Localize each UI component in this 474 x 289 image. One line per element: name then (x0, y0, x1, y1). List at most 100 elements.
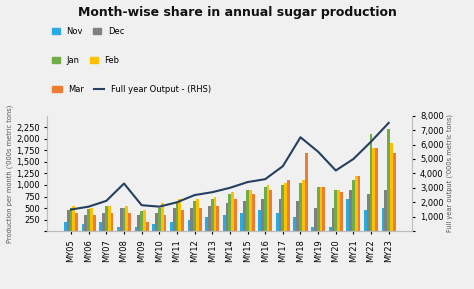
Full year Output - (RHS) (103, 199, 109, 203)
Full year Output - (RHS) (368, 140, 374, 143)
Bar (188, 220, 191, 231)
Bar (355, 176, 358, 231)
Bar (358, 176, 361, 231)
Bar (299, 183, 302, 231)
Bar (84, 215, 87, 231)
Bar (214, 197, 217, 231)
Full year Output - (RHS) (121, 182, 127, 185)
Bar (269, 190, 272, 231)
Full year Output - (RHS) (245, 180, 250, 184)
Bar (191, 208, 193, 231)
Bar (226, 203, 228, 231)
Bar (199, 208, 201, 231)
Line: Full year Output - (RHS): Full year Output - (RHS) (71, 123, 389, 210)
Full year Output - (RHS) (68, 208, 74, 211)
Bar (217, 206, 219, 231)
Bar (319, 187, 322, 231)
Bar (317, 187, 319, 231)
Text: Month-wise share in annual sugar production: Month-wise share in annual sugar product… (78, 6, 396, 19)
Bar (387, 129, 390, 231)
Bar (161, 203, 164, 231)
Bar (287, 180, 290, 231)
Bar (158, 208, 161, 231)
Bar (249, 190, 252, 231)
Bar (123, 208, 126, 231)
Full year Output - (RHS) (351, 157, 356, 161)
Bar (102, 213, 105, 231)
Bar (240, 213, 243, 231)
Full year Output - (RHS) (333, 169, 338, 172)
Y-axis label: Production per month ('000s metric tons): Production per month ('000s metric tons) (7, 104, 13, 242)
Bar (110, 213, 113, 231)
Full year Output - (RHS) (86, 205, 91, 208)
Full year Output - (RHS) (156, 205, 162, 208)
Bar (117, 227, 120, 231)
Full year Output - (RHS) (386, 121, 392, 125)
Bar (67, 210, 70, 231)
Bar (258, 210, 261, 231)
Bar (331, 208, 334, 231)
Bar (140, 211, 143, 231)
Bar (282, 185, 284, 231)
Full year Output - (RHS) (262, 177, 268, 181)
Bar (266, 185, 269, 231)
Bar (382, 208, 384, 231)
Bar (364, 210, 367, 231)
Y-axis label: Full year output ('000s metric tons): Full year output ('000s metric tons) (447, 114, 453, 232)
Bar (261, 199, 264, 231)
Bar (370, 134, 373, 231)
Bar (305, 153, 308, 231)
Bar (373, 148, 375, 231)
Bar (223, 215, 226, 231)
Bar (314, 208, 317, 231)
Bar (193, 201, 196, 231)
Bar (90, 208, 93, 231)
Bar (196, 199, 199, 231)
Legend: Jan, Feb: Jan, Feb (52, 56, 119, 65)
Bar (155, 213, 158, 231)
Bar (73, 206, 75, 231)
Full year Output - (RHS) (298, 136, 303, 139)
Bar (329, 227, 331, 231)
Bar (346, 199, 349, 231)
Bar (152, 224, 155, 231)
Bar (246, 190, 249, 231)
Bar (349, 190, 352, 231)
Bar (367, 194, 370, 231)
Bar (175, 203, 178, 231)
Bar (243, 201, 246, 231)
Bar (337, 190, 340, 231)
Bar (87, 209, 90, 231)
Bar (170, 222, 173, 231)
Bar (296, 201, 299, 231)
Bar (137, 215, 140, 231)
Bar (108, 206, 110, 231)
Bar (105, 206, 108, 231)
Bar (276, 213, 279, 231)
Bar (393, 153, 396, 231)
Bar (143, 210, 146, 231)
Bar (128, 213, 131, 231)
Bar (390, 143, 393, 231)
Bar (164, 215, 166, 231)
Bar (284, 183, 287, 231)
Bar (146, 222, 149, 231)
Bar (231, 192, 234, 231)
Bar (82, 224, 84, 231)
Bar (99, 222, 102, 231)
Full year Output - (RHS) (174, 201, 180, 204)
Bar (208, 206, 211, 231)
Bar (352, 180, 355, 231)
Bar (311, 227, 314, 231)
Bar (205, 217, 208, 231)
Full year Output - (RHS) (280, 164, 286, 168)
Full year Output - (RHS) (192, 193, 198, 197)
Bar (93, 215, 96, 231)
Bar (211, 199, 214, 231)
Bar (135, 227, 137, 231)
Bar (64, 222, 67, 231)
Bar (70, 208, 73, 231)
Bar (279, 199, 282, 231)
Bar (75, 213, 78, 231)
Bar (178, 199, 181, 231)
